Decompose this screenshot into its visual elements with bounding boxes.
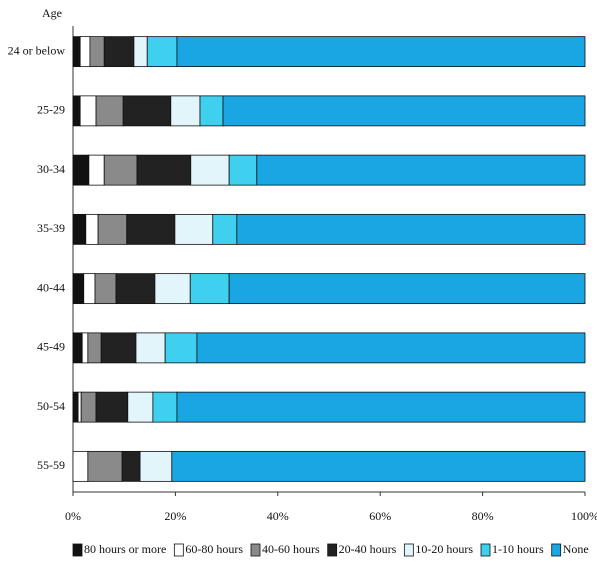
bar-segment [176,391,586,423]
legend-label: 10-20 hours [415,542,473,556]
bar-segment [72,273,85,305]
bar-segment [139,450,173,482]
legend-label: 1-10 hours [492,542,544,556]
bar-segment [189,273,230,305]
bar-segment [81,332,89,364]
y-tick-label: 55-59 [37,458,65,472]
x-tick-label: 0% [65,509,81,523]
y-tick-label: 40-44 [37,280,65,294]
bar-segment [170,95,201,127]
bar-segment [100,332,137,364]
legend-swatch [250,543,261,557]
bar-segment [136,154,192,186]
bar-segment [228,273,586,305]
bar-segment [126,213,176,245]
legend-swatch [72,543,83,557]
y-tick-label: 45-49 [37,340,65,354]
bar-segment [89,36,105,68]
bar-segment [95,95,124,127]
x-tick-label: 60% [369,509,391,523]
legend-label: None [563,542,589,556]
bar-segment [127,391,154,423]
legend-swatch [403,543,414,557]
x-tick-label: 20% [164,509,186,523]
bar-segment [85,213,99,245]
bar-segment [228,154,258,186]
legend-label: 80 hours or more [84,542,166,556]
y-tick-label: 50-54 [37,399,65,413]
bar-segment [83,273,96,305]
bar-segment [171,450,586,482]
bar-segment [222,95,586,127]
bar-segment [164,332,198,364]
bar-segment [176,36,586,68]
bar-segment [212,213,238,245]
x-tick-label: 40% [267,509,289,523]
bar-segment [103,154,138,186]
bar-segment [154,273,191,305]
legend-swatch [551,543,562,557]
bar-segment [196,332,586,364]
legend-label: 40-60 hours [262,542,320,556]
bar-segment [72,95,81,127]
y-tick-label: 35-39 [37,221,65,235]
bar-segment [115,273,156,305]
y-tick-label: 25-29 [37,103,65,117]
y-tick-label: 30-34 [37,162,65,176]
bar-segment [190,154,230,186]
bar-segment [87,450,123,482]
bar-segment [122,95,172,127]
legend-swatch [327,543,338,557]
legend-swatch [173,543,184,557]
bar-segment [133,36,148,68]
bar-segment [199,95,224,127]
x-tick-label: 100% [571,509,597,523]
bar-segment [146,36,178,68]
bar-segment [87,332,102,364]
bar-segment [79,95,97,127]
y-axis-title: Age [42,6,62,20]
legend-label: 20-40 hours [339,542,397,556]
bar-segment [72,154,90,186]
bar-segment [103,36,135,68]
bar-segment [80,391,97,423]
bar-segment [121,450,141,482]
bar-segment [88,154,105,186]
bar-segment [174,213,214,245]
x-tick-label: 80% [472,509,494,523]
bar-segment [94,273,117,305]
bar-segment [79,36,91,68]
bar-segment [135,332,166,364]
bar-segment [77,391,82,423]
bar-segment [97,213,128,245]
bar-segment [152,391,178,423]
y-tick-label: 24 or below [8,43,66,57]
bar-segment [72,36,81,68]
legend-label: 60-80 hours [185,542,243,556]
bar-segment [95,391,129,423]
bar-segment [72,450,89,482]
legend-swatch [480,543,491,557]
bar-segment [72,391,79,423]
bar-segment [72,332,83,364]
bar-segment [236,213,586,245]
bar-segment [256,154,586,186]
bar-segment [72,213,87,245]
